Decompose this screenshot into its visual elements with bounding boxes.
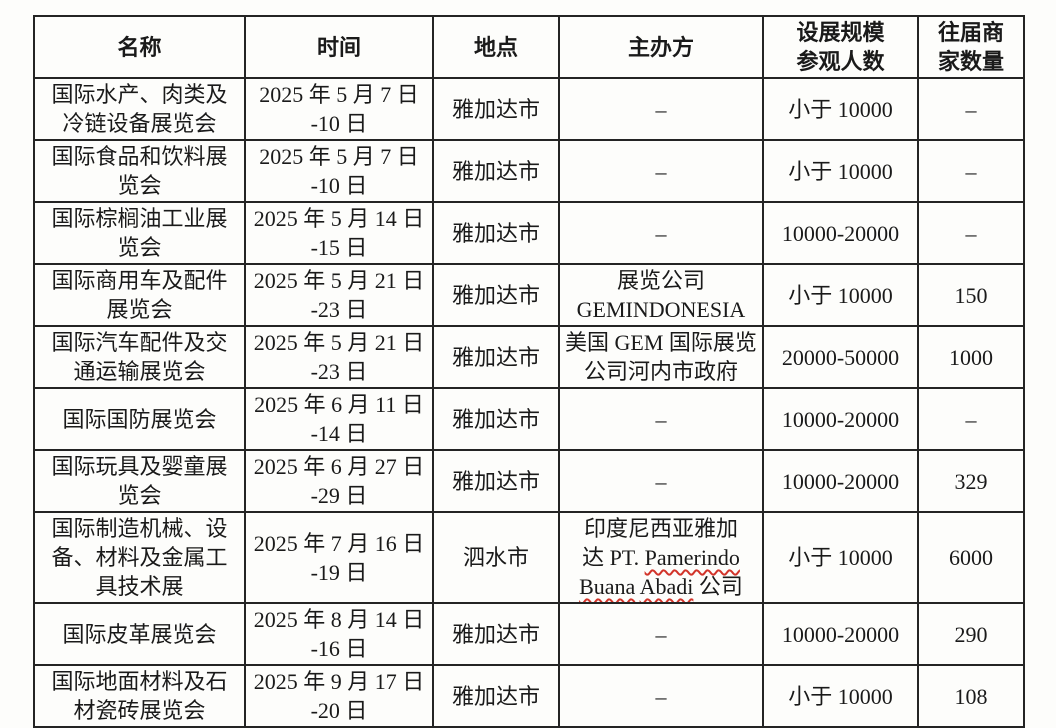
table-row: 国际地面材料及石 材瓷砖展览会 2025 年 9 月 17 日 -20 日 雅加…	[33, 664, 1025, 728]
organizer-cell: –	[558, 201, 764, 265]
merchants-cell: –	[917, 201, 1025, 265]
table-row: 国际水产、肉类及 冷链设备展览会 2025 年 5 月 7 日 -10 日 雅加…	[33, 77, 1025, 141]
organizer-cell: –	[558, 602, 764, 666]
location-cell: 雅加达市	[432, 449, 560, 513]
table-row: 国际制造机械、设 备、材料及金属工 具技术展 2025 年 7 月 16 日 -…	[33, 511, 1025, 604]
scale-cell: 10000-20000	[762, 449, 919, 513]
table-row: 国际皮革展览会 2025 年 8 月 14 日 -16 日 雅加达市 – 100…	[33, 602, 1025, 666]
location-cell: 雅加达市	[432, 664, 560, 728]
location-cell: 雅加达市	[432, 263, 560, 327]
scale-cell: 小于 10000	[762, 139, 919, 203]
header-location: 地点	[432, 15, 560, 79]
name-cell: 国际商用车及配件 展览会	[33, 263, 246, 327]
name-cell: 国际汽车配件及交 通运输展览会	[33, 325, 246, 389]
table-row: 国际食品和饮料展 览会 2025 年 5 月 7 日 -10 日 雅加达市 – …	[33, 139, 1025, 203]
time-cell: 2025 年 5 月 7 日 -10 日	[244, 139, 434, 203]
time-cell: 2025 年 9 月 17 日 -20 日	[244, 664, 434, 728]
time-cell: 2025 年 6 月 27 日 -29 日	[244, 449, 434, 513]
table-row: 国际棕榈油工业展 览会 2025 年 5 月 14 日 -15 日 雅加达市 –…	[33, 201, 1025, 265]
time-cell: 2025 年 5 月 21 日 -23 日	[244, 325, 434, 389]
table-row: 国际国防展览会 2025 年 6 月 11 日 -14 日 雅加达市 – 100…	[33, 387, 1025, 451]
location-cell: 雅加达市	[432, 77, 560, 141]
location-cell: 雅加达市	[432, 602, 560, 666]
scale-cell: 小于 10000	[762, 511, 919, 604]
time-cell: 2025 年 6 月 11 日 -14 日	[244, 387, 434, 451]
organizer-cell: –	[558, 387, 764, 451]
organizer-cell: 美国 GEM 国际展览 公司河内市政府	[558, 325, 764, 389]
name-cell: 国际地面材料及石 材瓷砖展览会	[33, 664, 246, 728]
scale-cell: 10000-20000	[762, 602, 919, 666]
merchants-cell: 1000	[917, 325, 1025, 389]
header-scale: 设展规模 参观人数	[762, 15, 919, 79]
header-time: 时间	[244, 15, 434, 79]
table-row: 国际商用车及配件 展览会 2025 年 5 月 21 日 -23 日 雅加达市 …	[33, 263, 1025, 327]
name-cell: 国际制造机械、设 备、材料及金属工 具技术展	[33, 511, 246, 604]
organizer-cell: 展览公司 GEMINDONESIA	[558, 263, 764, 327]
name-cell: 国际棕榈油工业展 览会	[33, 201, 246, 265]
time-cell: 2025 年 5 月 21 日 -23 日	[244, 263, 434, 327]
table-row: 国际汽车配件及交 通运输展览会 2025 年 5 月 21 日 -23 日 雅加…	[33, 325, 1025, 389]
merchants-cell: 150	[917, 263, 1025, 327]
header-organizer: 主办方	[558, 15, 764, 79]
location-cell: 雅加达市	[432, 139, 560, 203]
name-cell: 国际水产、肉类及 冷链设备展览会	[33, 77, 246, 141]
location-cell: 雅加达市	[432, 325, 560, 389]
exhibitions-table-container: 名称 时间 地点 主办方 设展规模 参观人数 往届商 家数量 国际水产、肉类及 …	[33, 15, 1025, 728]
time-cell: 2025 年 5 月 7 日 -10 日	[244, 77, 434, 141]
location-cell: 雅加达市	[432, 201, 560, 265]
merchants-cell: 6000	[917, 511, 1025, 604]
exhibitions-table: 名称 时间 地点 主办方 设展规模 参观人数 往届商 家数量 国际水产、肉类及 …	[33, 15, 1025, 728]
header-name: 名称	[33, 15, 246, 79]
location-cell: 雅加达市	[432, 387, 560, 451]
organizer-cell: –	[558, 77, 764, 141]
merchants-cell: 329	[917, 449, 1025, 513]
scale-cell: 小于 10000	[762, 263, 919, 327]
scale-cell: 小于 10000	[762, 664, 919, 728]
scale-cell: 10000-20000	[762, 201, 919, 265]
organizer-cell: –	[558, 664, 764, 728]
merchants-cell: –	[917, 387, 1025, 451]
time-cell: 2025 年 7 月 16 日 -19 日	[244, 511, 434, 604]
merchants-cell: 108	[917, 664, 1025, 728]
header-row: 名称 时间 地点 主办方 设展规模 参观人数 往届商 家数量	[33, 15, 1025, 79]
table-row: 国际玩具及婴童展 览会 2025 年 6 月 27 日 -29 日 雅加达市 –…	[33, 449, 1025, 513]
name-cell: 国际玩具及婴童展 览会	[33, 449, 246, 513]
merchants-cell: –	[917, 139, 1025, 203]
location-cell: 泗水市	[432, 511, 560, 604]
organizer-cell: –	[558, 139, 764, 203]
organizer-cell: –	[558, 449, 764, 513]
organizer-cell: 印度尼西亚雅加 达 PT. Pamerindo Buana Abadi 公司	[558, 511, 764, 604]
scale-cell: 20000-50000	[762, 325, 919, 389]
scale-cell: 10000-20000	[762, 387, 919, 451]
header-merchants: 往届商 家数量	[917, 15, 1025, 79]
name-cell: 国际国防展览会	[33, 387, 246, 451]
merchants-cell: –	[917, 77, 1025, 141]
time-cell: 2025 年 8 月 14 日 -16 日	[244, 602, 434, 666]
name-cell: 国际食品和饮料展 览会	[33, 139, 246, 203]
merchants-cell: 290	[917, 602, 1025, 666]
scale-cell: 小于 10000	[762, 77, 919, 141]
name-cell: 国际皮革展览会	[33, 602, 246, 666]
time-cell: 2025 年 5 月 14 日 -15 日	[244, 201, 434, 265]
